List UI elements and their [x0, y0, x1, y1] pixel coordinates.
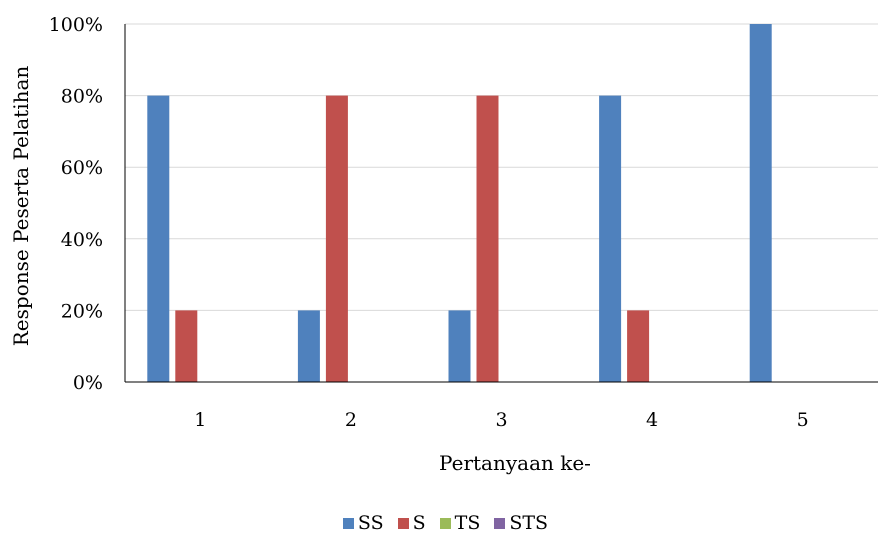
legend-label: TS — [454, 512, 481, 534]
y-tick-label: 40% — [61, 229, 103, 251]
legend-swatch — [342, 517, 354, 529]
x-tick-label: 2 — [345, 409, 357, 431]
bar-s-2 — [325, 95, 348, 382]
y-tick-labels: 0% 20% 40% 60% 80% 100% — [49, 14, 103, 394]
bar-ss-1 — [147, 95, 170, 382]
bars — [147, 24, 772, 382]
y-tick-label: 60% — [61, 157, 103, 179]
x-tick-labels: 1 2 3 4 5 — [194, 409, 808, 431]
legend-item-sts: STS — [494, 512, 548, 534]
y-axis-label: Response Peserta Pelatihan — [9, 66, 33, 347]
legend-item-s: S — [397, 512, 426, 534]
bar-ss-2 — [297, 310, 320, 382]
legend-item-ts: TS — [439, 512, 481, 534]
legend-swatch — [494, 517, 506, 529]
legend-swatch — [397, 517, 409, 529]
y-tick-label: 80% — [61, 86, 103, 108]
bar-s-4 — [627, 310, 650, 382]
x-tick-label: 4 — [646, 409, 658, 431]
axes — [124, 24, 878, 383]
bar-ss-5 — [749, 24, 772, 382]
bar-s-1 — [175, 310, 198, 382]
x-tick-label: 1 — [194, 409, 206, 431]
legend-item-ss: SS — [342, 512, 384, 534]
legend-label: S — [412, 512, 426, 534]
bar-s-3 — [476, 95, 499, 382]
y-tick-label: 0% — [73, 372, 103, 394]
x-axis-label: Pertanyaan ke- — [439, 451, 591, 475]
legend-label: STS — [509, 512, 549, 534]
y-tick-label: 20% — [61, 300, 103, 322]
bar-ss-4 — [599, 95, 622, 382]
legend-swatch — [439, 517, 451, 529]
x-tick-label: 3 — [495, 409, 507, 431]
legend-label: SS — [357, 512, 384, 534]
bar-ss-3 — [448, 310, 471, 382]
y-tick-label: 100% — [49, 14, 103, 36]
legend: SS S TS STS — [0, 512, 891, 534]
x-tick-label: 5 — [797, 409, 809, 431]
